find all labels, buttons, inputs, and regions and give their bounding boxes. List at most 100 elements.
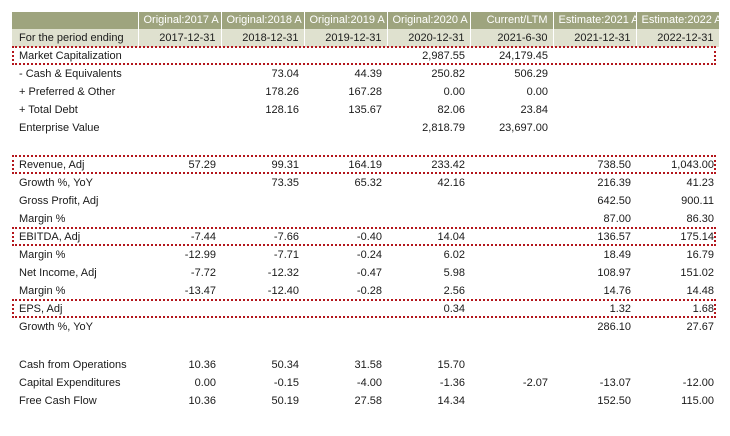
value-cell: 216.39 <box>597 177 631 189</box>
value-cell: 65.32 <box>354 177 382 189</box>
value-cell: -12.00 <box>682 377 714 389</box>
row-label: Gross Profit, Adj <box>19 195 99 207</box>
value-cell: 5.98 <box>443 267 465 279</box>
value-cell: 87.00 <box>603 213 631 225</box>
column-header-row: Original:2017 A Original:2018 A Original… <box>12 12 720 29</box>
value-cell: 2.56 <box>443 285 465 297</box>
value-cell: 27.67 <box>686 321 714 333</box>
financial-table: Original:2017 A Original:2018 A Original… <box>12 12 720 410</box>
table-row: Enterprise Value 2,818.79 23,697.00 <box>12 119 719 137</box>
table-row: + Total Debt 128.16 135.67 82.06 23.84 <box>12 101 719 119</box>
value-cell: 738.50 <box>597 159 631 171</box>
value-cell <box>470 264 553 282</box>
value-cell: -0.24 <box>356 249 382 261</box>
table-body: Market Capitalization 2,987.55 24,179.45 -… <box>12 47 719 410</box>
value-cell <box>553 83 636 101</box>
value-cell: 506.29 <box>514 68 548 80</box>
spacer-row <box>12 137 719 156</box>
value-cell <box>470 192 553 210</box>
value-cell: 250.82 <box>431 68 465 80</box>
value-cell <box>553 356 636 374</box>
column-header: Original:2019 A <box>304 12 388 29</box>
value-cell: -7.72 <box>190 267 216 279</box>
row-label: Growth %, YoY <box>19 321 93 333</box>
value-cell: 10.36 <box>188 359 216 371</box>
value-cell <box>636 101 719 119</box>
value-cell <box>138 101 221 119</box>
table-row: - Cash & Equivalents 73.04 44.39 250.82 506.… <box>12 65 719 83</box>
table-row: Free Cash Flow 10.36 50.19 27.58 14.34 152.50… <box>12 392 719 410</box>
value-cell: 41.23 <box>686 177 714 189</box>
column-header: Estimate:2022 A <box>636 12 720 29</box>
row-label: Net Income, Adj <box>19 267 97 279</box>
value-cell: 233.42 <box>431 159 465 171</box>
value-cell <box>470 174 553 192</box>
spacer-cell <box>12 336 719 356</box>
value-cell <box>304 47 387 65</box>
highlighted-table-row: EBITDA, Adj -7.44 -7.66 -0.40 14.04 136.57 175… <box>12 228 719 246</box>
row-label: Margin % <box>19 285 66 297</box>
value-cell: 178.26 <box>265 86 299 98</box>
value-cell: -0.28 <box>356 285 382 297</box>
value-cell <box>138 174 221 192</box>
table-row: Cash from Operations 10.36 50.34 31.58 15.70 <box>12 356 719 374</box>
value-cell <box>470 392 553 410</box>
value-cell <box>138 83 221 101</box>
value-cell: 50.19 <box>271 395 299 407</box>
value-cell: 0.00 <box>443 86 465 98</box>
value-cell: 86.30 <box>686 213 714 225</box>
value-cell: 2,987.55 <box>422 50 465 62</box>
highlighted-table-row: Market Capitalization 2,987.55 24,179.45 <box>12 47 719 65</box>
value-cell <box>470 318 553 336</box>
period-date: 2019-12-31 <box>304 29 388 47</box>
value-cell <box>387 210 470 228</box>
value-cell: 99.31 <box>271 159 299 171</box>
value-cell: 14.04 <box>437 231 465 243</box>
value-cell: 164.19 <box>348 159 382 171</box>
value-cell: -1.36 <box>439 377 465 389</box>
value-cell: 24,179.45 <box>499 50 548 62</box>
value-cell: 57.29 <box>188 159 216 171</box>
value-cell: -7.66 <box>273 231 299 243</box>
value-cell <box>138 318 221 336</box>
value-cell: 175.14 <box>680 231 714 243</box>
value-cell <box>470 246 553 264</box>
table-row: Margin % -13.47 -12.40 -0.28 2.56 14.76 14.48 <box>12 282 719 300</box>
value-cell <box>138 47 221 65</box>
period-date: 2020-12-31 <box>387 29 471 47</box>
value-cell: 23,697.00 <box>499 122 548 134</box>
value-cell <box>636 356 719 374</box>
row-label: EPS, Adj <box>19 303 63 315</box>
spacer-cell <box>12 137 719 156</box>
value-cell <box>553 47 636 65</box>
value-cell: 900.11 <box>681 195 714 207</box>
row-label: Revenue, Adj <box>19 159 85 171</box>
value-cell: 286.10 <box>597 321 631 333</box>
table-row: Capital Expenditures 0.00 -0.15 -4.00 -1.36 -… <box>12 374 719 392</box>
value-cell: 44.39 <box>354 68 382 80</box>
value-cell <box>553 101 636 119</box>
row-label: EBITDA, Adj <box>19 231 81 243</box>
highlighted-table-row: Revenue, Adj 57.29 99.31 164.19 233.42 738.50… <box>12 156 719 174</box>
value-cell <box>221 47 304 65</box>
value-cell: 82.06 <box>437 104 465 116</box>
period-date: 2018-12-31 <box>221 29 305 47</box>
value-cell: 2,818.79 <box>422 122 465 134</box>
value-cell <box>636 119 719 137</box>
value-cell <box>470 228 553 246</box>
value-cell <box>636 65 719 83</box>
value-cell: 167.28 <box>348 86 382 98</box>
value-cell <box>221 119 304 137</box>
table-row: Margin % -12.99 -7.71 -0.24 6.02 18.49 16.79 <box>12 246 719 264</box>
value-cell: 6.02 <box>443 249 465 261</box>
row-label: Free Cash Flow <box>19 395 97 407</box>
value-cell <box>304 192 387 210</box>
highlighted-table-row: EPS, Adj 0.34 1.32 1.68 <box>12 300 719 318</box>
value-cell <box>221 210 304 228</box>
value-cell <box>138 210 221 228</box>
value-cell: 14.76 <box>603 285 631 297</box>
value-cell: 135.67 <box>348 104 382 116</box>
value-cell <box>138 192 221 210</box>
value-cell <box>470 282 553 300</box>
value-cell <box>138 300 221 318</box>
